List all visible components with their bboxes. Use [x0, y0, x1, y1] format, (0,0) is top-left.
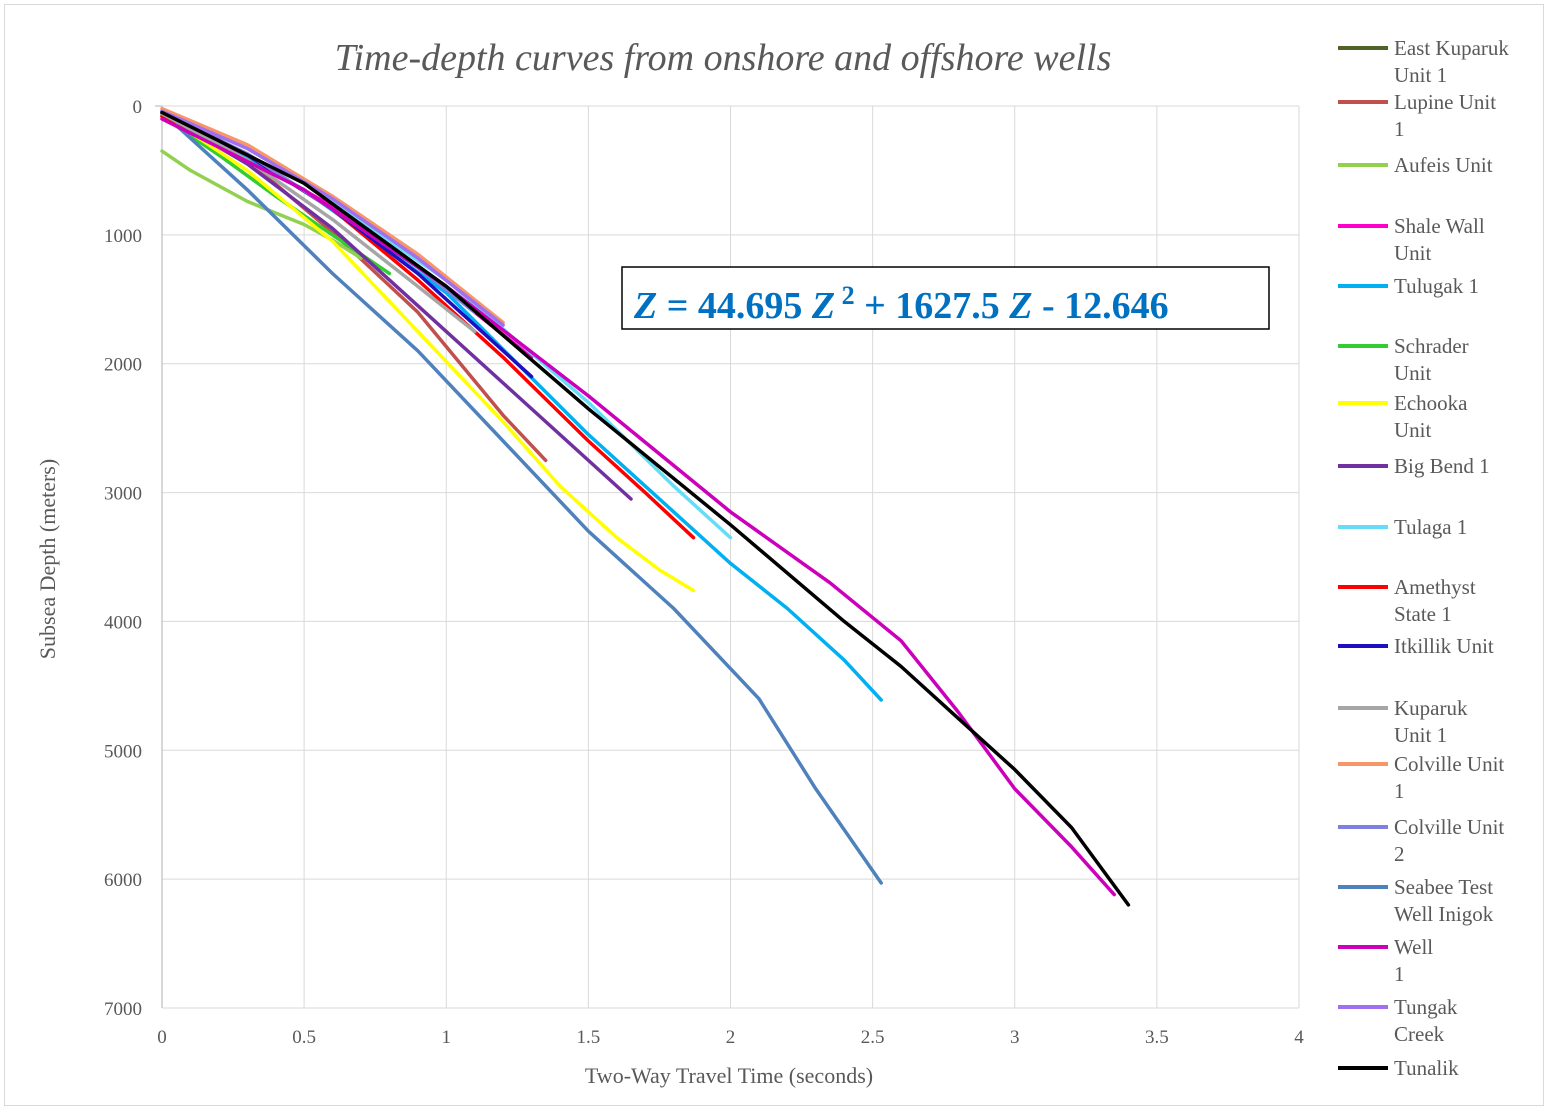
legend-label-line: Schrader	[1394, 334, 1469, 358]
series-line-15	[174, 123, 883, 885]
x-axis-label: Two-Way Travel Time (seconds)	[585, 1063, 873, 1088]
legend-label-16: Well 1	[1394, 935, 1433, 986]
legend-label-15: Seabee Test Well Inigok	[1394, 875, 1494, 926]
equation-box	[621, 266, 1270, 330]
eq-z2: Z	[811, 285, 835, 327]
eq-part: = 44.695	[657, 285, 812, 327]
legend-label-line: Aufeis Unit	[1394, 153, 1493, 177]
y-tick-label: 6000	[104, 870, 142, 891]
legend-label-1: East Kuparuk Unit 1	[1394, 36, 1509, 87]
legend-label-line: 2	[1394, 842, 1405, 866]
legend-label-line: 1	[1394, 779, 1405, 803]
legend-label-4: Shale Wall Unit	[1394, 214, 1485, 265]
x-tick-label: 1	[442, 1027, 452, 1048]
series-line-13	[160, 106, 505, 325]
x-tick-label: 0	[157, 1027, 167, 1048]
legend-label-line: Lupine Unit	[1394, 90, 1496, 114]
legend-label-line: Seabee Test	[1394, 875, 1493, 899]
legend-label-line: Tulaga 1	[1394, 515, 1467, 539]
legend-label-line: Unit	[1394, 241, 1432, 265]
legend-label-line: 1	[1394, 962, 1405, 986]
eq-z1: Z	[633, 285, 657, 327]
eq-end: - 12.646	[1032, 285, 1168, 327]
y-tick-label: 1000	[104, 226, 142, 247]
x-tick-label: 2.5	[861, 1027, 885, 1048]
y-tick-label: 0	[133, 97, 143, 118]
legend-label-17: Tungak Creek	[1394, 995, 1458, 1046]
series-lines	[160, 106, 1131, 907]
x-tick-label: 4	[1294, 1027, 1304, 1048]
legend-label-12: Kuparuk Unit 1	[1394, 696, 1468, 747]
legend-label-14: Colville Unit 2	[1394, 815, 1504, 866]
series-line-17	[160, 109, 505, 327]
y-tick-label: 2000	[104, 355, 142, 376]
y-axis-label: Subsea Depth (meters)	[35, 459, 60, 659]
x-tick-label: 3.5	[1145, 1027, 1169, 1048]
legend: East Kuparuk Unit 1 Lupine Unit 1 Aufeis Uni…	[1338, 36, 1509, 1080]
chart-frame	[4, 4, 1544, 1106]
legend-label-line: Echooka	[1394, 391, 1468, 415]
legend-label-2: Lupine Unit 1	[1394, 90, 1496, 141]
legend-label-line: Unit 1	[1394, 63, 1447, 87]
y-tick-label: 5000	[104, 741, 142, 762]
series-line-7	[160, 111, 696, 593]
x-tick-label: 0.5	[292, 1027, 316, 1048]
legend-label-line: Shale Wall	[1394, 214, 1485, 238]
series-line-18	[160, 110, 1131, 907]
legend-label-13: Colville Unit 1	[1394, 752, 1504, 803]
legend-label-line: Amethyst	[1394, 575, 1476, 599]
legend-label-line: Unit	[1394, 418, 1432, 442]
legend-label-line: Well Inigok	[1394, 902, 1494, 926]
legend-label-18: Tunalik	[1394, 1056, 1459, 1080]
series-line-8	[160, 111, 633, 501]
legend-label-5: Tulugak 1	[1394, 274, 1479, 298]
eq-mid: + 1627.5	[855, 285, 1010, 327]
y-tick-label: 7000	[104, 999, 142, 1020]
x-tick-label: 1.5	[577, 1027, 601, 1048]
legend-label-line: Creek	[1394, 1022, 1445, 1046]
legend-label-line: Itkillik Unit	[1394, 634, 1494, 658]
legend-label-line: Kuparuk	[1394, 696, 1468, 720]
y-tick-label: 4000	[104, 612, 142, 633]
legend-label-10: Amethyst State 1	[1394, 575, 1476, 626]
legend-label-line: State 1	[1394, 602, 1452, 626]
legend-label-line: Colville Unit	[1394, 752, 1504, 776]
equation-annotation: Z = 44.695 Z 2 + 1627.5 Z - 12.646	[621, 266, 1270, 330]
legend-label-6: Schrader Unit	[1394, 334, 1469, 385]
chart-title: Time-depth curves from onshore and offsh…	[335, 37, 1112, 79]
y-tick-label: 3000	[104, 484, 142, 505]
legend-label-line: Tulugak 1	[1394, 274, 1479, 298]
series-line-5	[160, 110, 883, 702]
legend-label-11: Itkillik Unit	[1394, 634, 1494, 658]
legend-label-7: Echooka Unit	[1394, 391, 1468, 442]
legend-label-line: East Kuparuk	[1394, 36, 1509, 60]
eq-z3: Z	[1008, 285, 1032, 327]
x-tick-labels: 0 0.5 1 1.5 2 2.5 3 3.5 4	[157, 1027, 1304, 1048]
legend-label-3: Aufeis Unit	[1394, 153, 1493, 177]
legend-label-line: Unit 1	[1394, 723, 1447, 747]
y-tick-labels: 0 1000 2000 3000 4000 5000 6000 7000	[104, 97, 142, 1020]
equation-text: Z = 44.695 Z 2 + 1627.5 Z - 12.646	[633, 281, 1169, 327]
x-tick-label: 2	[726, 1027, 736, 1048]
series-line-10	[160, 114, 696, 540]
series-line-16	[160, 117, 1116, 897]
axes	[155, 105, 163, 1008]
grid	[161, 105, 1300, 1009]
x-tick-label: 3	[1010, 1027, 1020, 1048]
legend-label-line: Unit	[1394, 361, 1432, 385]
legend-label-line: Colville Unit	[1394, 815, 1504, 839]
eq-superscript: 2	[835, 281, 855, 310]
legend-label-line: Big Bend 1	[1394, 454, 1490, 478]
legend-label-9: Tulaga 1	[1394, 515, 1467, 539]
legend-label-line: Tungak	[1394, 995, 1458, 1019]
series-line-12	[160, 111, 477, 334]
legend-label-line: Tunalik	[1394, 1056, 1459, 1080]
legend-label-line: Well	[1394, 935, 1433, 959]
legend-label-8: Big Bend 1	[1394, 454, 1490, 478]
legend-label-line: 1	[1394, 117, 1405, 141]
